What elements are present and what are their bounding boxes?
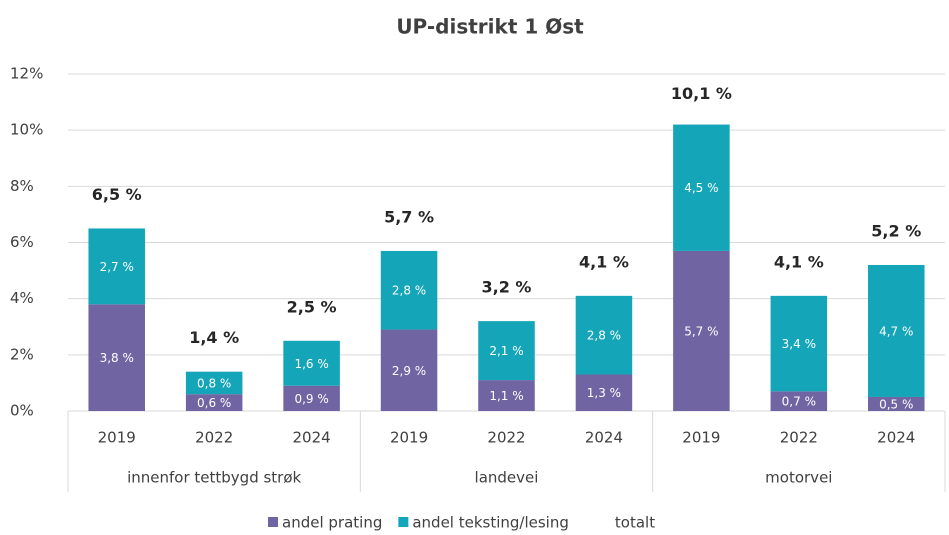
data-label: 1,6 %: [294, 357, 328, 371]
legend-swatch: [268, 517, 278, 527]
data-label: 0,9 %: [294, 392, 328, 406]
bar-segment: [283, 340, 340, 386]
data-label: 2,8 %: [587, 329, 621, 343]
data-label: 0,8 %: [197, 376, 231, 390]
total-label: 5,2 %: [871, 221, 921, 240]
bar-segment: [478, 321, 535, 381]
data-label: 3,8 %: [100, 351, 134, 365]
bar-segment: [380, 329, 438, 411]
y-tick-label: 8%: [10, 177, 34, 195]
x-tick-label: 2024: [585, 429, 623, 447]
total-label: 10,1 %: [671, 84, 732, 103]
bar-segment: [673, 250, 730, 411]
bar-segment: [575, 374, 633, 411]
data-label: 2,8 %: [392, 284, 426, 298]
x-tick-label: 2024: [293, 429, 331, 447]
bar-segment: [88, 304, 145, 411]
x-tick-label: 2022: [487, 429, 525, 447]
data-label: 4,5 %: [684, 181, 718, 195]
legend-label: andel prating: [282, 514, 382, 532]
data-label: 2,1 %: [489, 344, 523, 358]
bar-segment: [380, 250, 438, 330]
data-label: 3,4 %: [782, 337, 816, 351]
legend-swatch: [398, 517, 409, 527]
data-label: 1,3 %: [587, 386, 621, 400]
y-tick-label: 6%: [10, 233, 34, 251]
data-label: 5,7 %: [684, 324, 718, 338]
bar-segment: [185, 394, 243, 411]
data-label: 0,7 %: [782, 395, 816, 409]
bar-segment: [185, 371, 243, 395]
data-label: 0,5 %: [879, 397, 913, 411]
x-tick-label: 2019: [98, 429, 136, 447]
y-tick-label: 0%: [10, 402, 34, 420]
data-label: 2,9 %: [392, 364, 426, 378]
data-label: 2,7 %: [100, 260, 134, 274]
x-tick-label: 2022: [780, 429, 818, 447]
bar-segment: [88, 228, 145, 305]
total-label: 1,4 %: [189, 328, 239, 347]
bar-segment: [770, 391, 828, 411]
total-label: 2,5 %: [287, 297, 337, 316]
group-label: motorvei: [765, 469, 832, 487]
total-label: 5,7 %: [384, 207, 434, 226]
chart-title: UP-distrikt 1 Øst: [396, 15, 584, 39]
y-tick-label: 12%: [10, 65, 43, 83]
bar-segment: [673, 124, 730, 251]
total-label: 3,2 %: [482, 278, 532, 297]
y-tick-label: 10%: [10, 121, 43, 139]
x-tick-label: 2019: [390, 429, 428, 447]
group-label: innenfor tettbygd strøk: [127, 469, 301, 487]
bar-segment: [868, 264, 925, 397]
y-tick-label: 4%: [10, 289, 34, 307]
total-label: 6,5 %: [92, 185, 142, 204]
x-tick-label: 2022: [195, 429, 233, 447]
bar-segment: [868, 396, 925, 411]
legend-label: totalt: [615, 514, 655, 532]
y-tick-label: 2%: [10, 345, 34, 363]
legend-label: andel teksting/lesing: [412, 514, 569, 532]
bar-segment: [575, 295, 633, 375]
x-tick-label: 2019: [682, 429, 720, 447]
total-label: 4,1 %: [579, 252, 629, 271]
total-label: 4,1 %: [774, 252, 824, 271]
bar-segment: [478, 380, 535, 411]
data-label: 0,6 %: [197, 396, 231, 410]
data-label: 1,1 %: [489, 389, 523, 403]
data-label: 4,7 %: [879, 324, 913, 338]
bar-segment: [283, 385, 340, 411]
x-tick-label: 2024: [877, 429, 915, 447]
bar-segment: [770, 295, 828, 392]
group-label: landevei: [475, 469, 539, 487]
